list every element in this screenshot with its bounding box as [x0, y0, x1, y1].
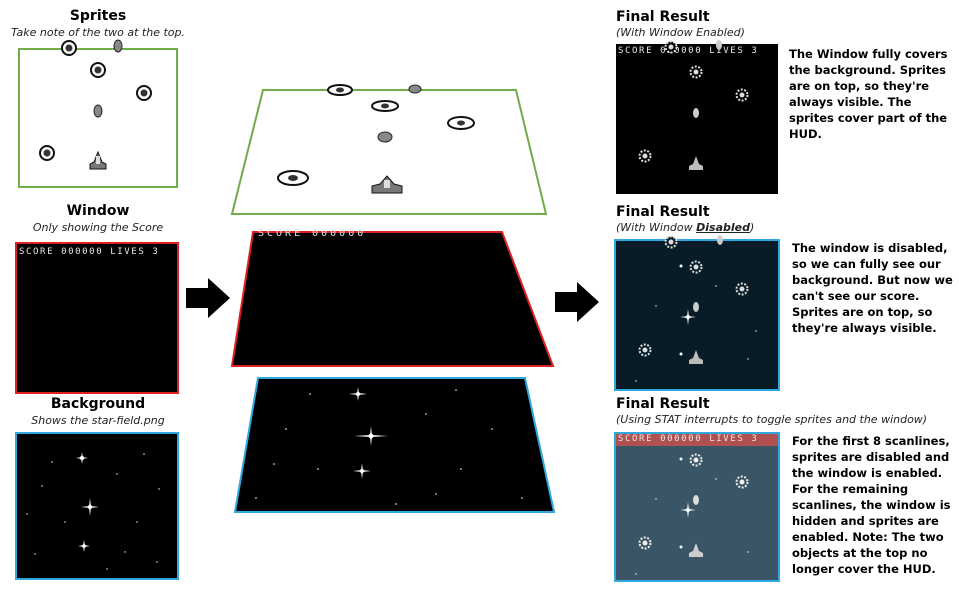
window-hud-score: SCORE 000000 LIVES 3	[19, 247, 160, 257]
result1-sprites	[638, 40, 749, 170]
result2-subtitle-emphasis: Disabled	[696, 221, 750, 234]
sprites-layer	[39, 39, 152, 170]
sprites-layer-perspective	[230, 84, 548, 215]
result3-sprites	[635, 453, 749, 575]
result1-subtitle: (With Window Enabled)	[616, 26, 745, 39]
result3-hud-bar: SCORE 000000 LIVES 3	[616, 434, 778, 446]
sprites-panel	[18, 39, 178, 188]
result3-description: For the first 8 scanlines, sprites are d…	[792, 434, 951, 576]
result1-description: The Window fully covers the background. …	[789, 47, 948, 141]
result2-subtitle-prefix: (With Window	[616, 221, 697, 234]
drop-sprite	[408, 84, 422, 94]
enemy-sprite	[61, 40, 77, 56]
arrow-right-icon	[555, 282, 599, 322]
result3-panel: SCORE 000000 LIVES 3	[614, 432, 780, 582]
result1-hud-score: SCORE 000000 LIVES 3	[618, 46, 759, 56]
ship-sprite	[371, 175, 403, 194]
sprites-subtitle: Take note of the two at the top.	[10, 26, 186, 39]
result1-title: Final Result	[616, 9, 710, 25]
result2-sprites	[635, 235, 757, 382]
enemy-sprite	[39, 145, 55, 161]
result2-panel	[614, 235, 780, 391]
result3-subtitle: (Using STAT interrupts to toggle sprites…	[616, 413, 928, 426]
background-title: Background	[50, 396, 146, 412]
window-panel: SCORE 000000 LIVES 3	[15, 242, 179, 394]
drop-sprite	[113, 39, 123, 53]
result3-title: Final Result	[616, 396, 710, 412]
window-layer-perspective	[230, 231, 555, 367]
enemy-sprite	[327, 84, 353, 96]
enemy-sprite	[90, 62, 106, 78]
drop-sprite	[377, 131, 393, 143]
drop-sprite	[93, 104, 103, 118]
starfield	[26, 452, 160, 570]
background-panel	[15, 432, 179, 580]
sprites-title: Sprites	[69, 8, 127, 24]
enemy-sprite	[371, 100, 399, 112]
result1-panel: SCORE 000000 LIVES 3	[616, 40, 778, 194]
background-subtitle: Shows the star-field.png	[31, 414, 165, 427]
arrow-right-icon	[186, 278, 230, 318]
enemy-sprite	[136, 85, 152, 101]
result2-title: Final Result	[616, 204, 710, 220]
background-layer-perspective	[233, 377, 556, 513]
window-subtitle: Only showing the Score	[32, 221, 164, 234]
result3-hud-score: SCORE 000000 LIVES 3	[618, 434, 759, 444]
enemy-sprite	[277, 170, 309, 186]
window-layer-hud-score: SCORE 000000	[258, 228, 367, 239]
enemy-sprite	[447, 116, 475, 130]
ship-sprite	[89, 150, 107, 170]
result2-description: The window is disabled, so we can fully …	[792, 241, 953, 335]
result2-subtitle-suffix: )	[749, 221, 755, 234]
window-title: Window	[66, 203, 130, 219]
result2-subtitle: (With Window Disabled)	[616, 221, 754, 234]
